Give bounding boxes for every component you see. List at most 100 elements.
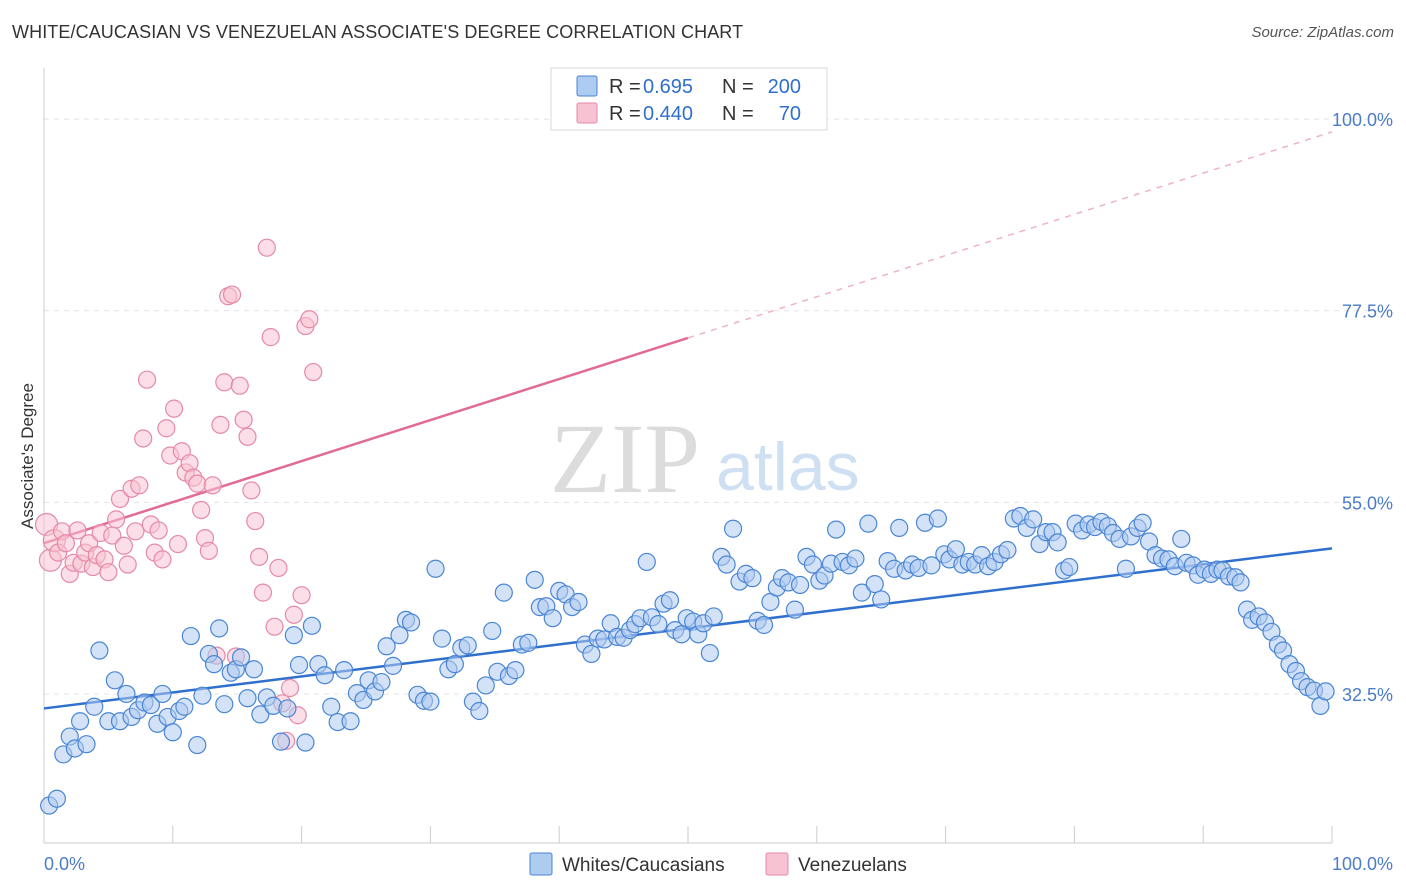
venezuelans-point <box>284 605 303 624</box>
venezuelans-point <box>242 481 261 500</box>
whites-point <box>946 540 966 559</box>
venezuelans-point <box>261 328 280 347</box>
whites-point <box>660 591 680 610</box>
x-ticks <box>172 826 1333 843</box>
legend-n-label-blue: N = <box>722 76 754 98</box>
venezuelans-point <box>168 534 188 554</box>
venezuelans-point <box>230 376 249 395</box>
bottom-legend: Whites/Caucasians Venezuelans <box>529 852 907 876</box>
whites-point <box>377 637 396 656</box>
whites-point <box>890 518 909 537</box>
whites-point <box>181 626 200 646</box>
bottom-legend-swatch-pink <box>765 852 789 876</box>
whites-point <box>458 636 477 655</box>
whites-point <box>231 648 251 667</box>
whites-point <box>90 641 109 660</box>
whites-point <box>372 672 391 692</box>
whites-point <box>322 697 341 716</box>
whites-point <box>700 643 719 663</box>
whites-point <box>141 695 161 715</box>
whites-point <box>717 555 736 574</box>
legend-r-value-pink: 0.440 <box>643 103 693 125</box>
whites-point <box>790 575 810 595</box>
whites-point <box>569 592 588 612</box>
venezuelans-point <box>192 500 211 520</box>
whites-point <box>637 552 656 572</box>
venezuelans-point <box>234 410 253 429</box>
venezuelans-point <box>280 678 300 698</box>
whites-point <box>1024 510 1043 529</box>
venezuelans-point <box>56 534 75 553</box>
whites-point <box>506 661 525 680</box>
bottom-legend-swatch-blue <box>529 852 553 876</box>
venezuelans-point <box>304 362 323 382</box>
venezuelans-point <box>203 476 222 495</box>
venezuelans-point <box>222 285 242 304</box>
whites-point <box>421 692 440 711</box>
whites-point <box>85 697 104 716</box>
venezuelans-point <box>149 521 168 540</box>
legend-r-label-blue: R = <box>609 76 641 98</box>
source-label: Source: ZipAtlas.com <box>1251 24 1394 41</box>
venezuelans-point <box>110 489 130 509</box>
whites-point <box>188 735 207 755</box>
legend-n-label-pink: N = <box>722 103 754 125</box>
whites-point <box>383 656 403 675</box>
whites-point <box>998 540 1017 560</box>
whites-point <box>827 520 846 539</box>
whites-point <box>922 556 941 575</box>
trendline-venezuelans <box>43 336 689 545</box>
x-tick-label-min: 0.0% <box>44 854 85 874</box>
whites-point <box>803 555 823 574</box>
whites-point <box>210 619 229 638</box>
venezuelans-point <box>211 415 230 434</box>
whites-point <box>852 583 871 602</box>
venezuelans-point <box>153 550 172 569</box>
whites-point <box>476 676 495 695</box>
whites-point <box>483 621 502 641</box>
venezuelans-point <box>265 617 284 636</box>
top-legend: R = 0.695 N = 200 R = 0.440 N = 70 <box>550 67 828 131</box>
whites-point <box>754 615 774 635</box>
whites-point <box>302 616 322 635</box>
whites-point <box>175 697 194 716</box>
whites-point <box>928 509 947 528</box>
y-tick-label-1: 55.0% <box>1342 493 1393 513</box>
whites-point <box>723 519 743 538</box>
whites-point <box>251 705 270 724</box>
trendline-venezuelans-extension <box>687 131 1333 339</box>
venezuelans-point <box>238 427 257 446</box>
whites-point <box>1133 513 1152 532</box>
whites-point <box>193 686 212 705</box>
whites-point <box>335 661 354 680</box>
whites-point <box>494 583 513 602</box>
whites-point <box>445 655 464 674</box>
whites-point <box>846 549 865 568</box>
y-tick-labels: 32.5% 55.0% 77.5% 100.0% <box>1332 110 1393 705</box>
whites-point <box>244 660 264 679</box>
whites-point <box>1316 682 1335 701</box>
whites-point <box>865 574 884 594</box>
venezuelans-point <box>188 474 207 493</box>
venezuelans-point <box>253 583 273 602</box>
venezuelans-point <box>246 511 265 531</box>
venezuelans-point <box>292 586 311 605</box>
chart-title: WHITE/CAUCASIAN VS VENEZUELAN ASSOCIATE'… <box>12 22 744 42</box>
watermark-atlas: atlas <box>716 429 860 505</box>
venezuelans-point <box>130 476 149 495</box>
whites-point <box>649 615 668 634</box>
venezuelans-point <box>68 521 87 540</box>
whites-point <box>341 712 360 731</box>
whites-point <box>785 600 805 619</box>
whites-point <box>315 666 334 685</box>
legend-swatch-blue <box>576 75 598 97</box>
venezuelans-point <box>300 310 319 329</box>
whites-point <box>390 626 409 645</box>
whites-point <box>47 789 66 808</box>
whites-point <box>704 607 723 626</box>
whites-point <box>296 733 315 752</box>
whites-point <box>543 609 562 628</box>
whites-point <box>284 626 303 645</box>
y-tick-label-2: 77.5% <box>1342 302 1393 322</box>
